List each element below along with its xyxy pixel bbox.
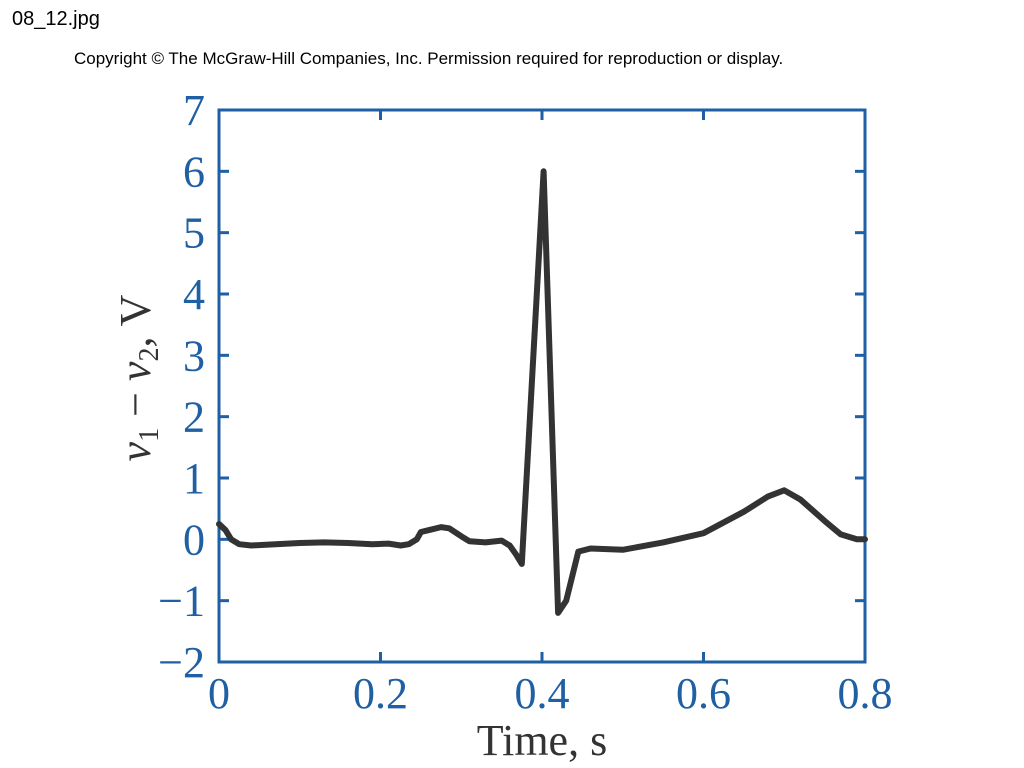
y-title-var2: v <box>111 361 160 381</box>
y-tick-label: 2 <box>183 393 205 442</box>
y-tick-label: 4 <box>183 270 205 319</box>
y-title-sub2: 2 <box>134 348 165 362</box>
x-tick-label: 0.6 <box>676 669 731 718</box>
series <box>216 168 868 616</box>
y-axis-title: v1 − v2, V <box>111 294 165 461</box>
y-title-minus: − <box>111 381 160 428</box>
x-tick-label: 0.2 <box>353 669 408 718</box>
y-tick-label: 0 <box>183 515 205 564</box>
x-tick-label: 0.8 <box>838 669 893 718</box>
x-tick-label: 0.4 <box>515 669 570 718</box>
y-tick-labels: −2 −1 0 1 2 3 4 5 6 7 <box>158 86 205 687</box>
y-title-var1: v <box>111 441 160 461</box>
tick-marks <box>217 108 867 664</box>
copyright-notice: Copyright © The McGraw-Hill Companies, I… <box>74 49 784 68</box>
x-axis-title: Time, s <box>477 716 607 765</box>
y-tick-label: 5 <box>183 209 205 258</box>
x-tick-labels: 0 0.2 0.4 0.6 0.8 <box>208 669 893 718</box>
y-tick-label: 6 <box>183 147 205 196</box>
y-tick-label: 3 <box>183 331 205 380</box>
y-title-sub1: 1 <box>134 428 165 442</box>
x-tick-label: 0 <box>208 669 230 718</box>
file-name: 08_12.jpg <box>12 8 100 30</box>
y-tick-label: −1 <box>158 577 205 626</box>
y-title-unit: , V <box>111 294 160 347</box>
series-line <box>216 168 868 616</box>
y-tick-label: −2 <box>158 638 205 687</box>
y-tick-label: 7 <box>183 86 205 135</box>
y-tick-label: 1 <box>183 454 205 503</box>
